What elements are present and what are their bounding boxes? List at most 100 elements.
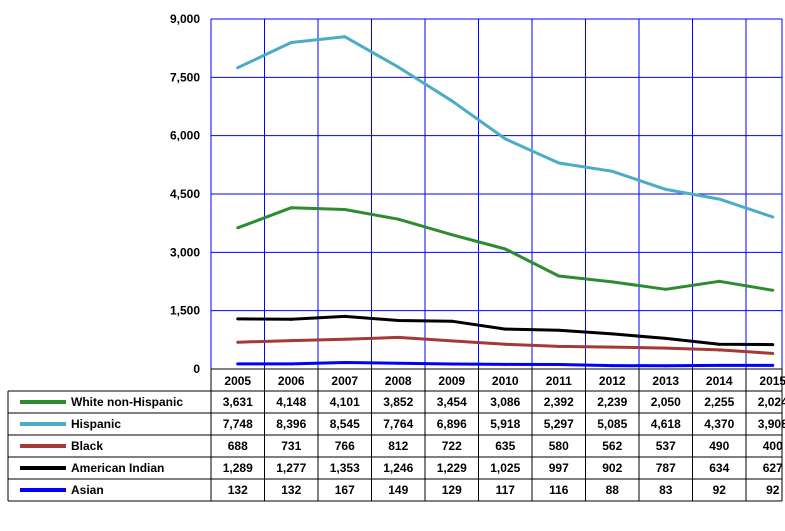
data-label: 92 [713, 483, 727, 497]
data-point [450, 99, 454, 103]
data-label: 2,239 [597, 395, 627, 409]
data-point [396, 361, 400, 365]
x-tick-label: 2007 [331, 374, 358, 388]
data-label: 8,396 [276, 417, 306, 431]
data-point [771, 215, 775, 219]
data-label: 580 [549, 439, 569, 453]
data-label: 7,748 [223, 417, 253, 431]
data-point [236, 226, 240, 230]
data-point [343, 314, 347, 318]
data-point [557, 161, 561, 165]
data-label: 3,852 [383, 395, 413, 409]
data-label: 4,101 [330, 395, 360, 409]
data-point [717, 342, 721, 346]
data-label: 3,454 [437, 395, 467, 409]
data-point [557, 344, 561, 348]
data-label: 902 [602, 461, 622, 475]
data-point [450, 319, 454, 323]
data-point [717, 197, 721, 201]
data-point [503, 247, 507, 251]
data-point [503, 327, 507, 331]
data-label: 3,086 [490, 395, 520, 409]
data-label: 2,024 [758, 395, 785, 409]
data-point [450, 362, 454, 366]
data-point [664, 287, 668, 291]
data-label: 5,085 [597, 417, 627, 431]
data-point [450, 233, 454, 237]
data-point [664, 187, 668, 191]
data-point [771, 343, 775, 347]
data-label: 634 [709, 461, 729, 475]
data-point [610, 345, 614, 349]
legend-label: Asian [71, 483, 104, 497]
y-tick-label: 9,000 [170, 12, 200, 26]
data-label: 92 [766, 483, 780, 497]
data-point [664, 346, 668, 350]
data-label: 1,277 [276, 461, 306, 475]
data-label: 997 [549, 461, 569, 475]
data-point [610, 332, 614, 336]
data-label: 3,908 [758, 417, 785, 431]
data-point [557, 362, 561, 366]
data-point [343, 337, 347, 341]
data-point [664, 364, 668, 368]
y-tick-label: 1,500 [170, 304, 200, 318]
legend-label: Hispanic [71, 417, 121, 431]
legend-label: Black [71, 439, 103, 453]
data-point [236, 317, 240, 321]
data-label: 1,229 [437, 461, 467, 475]
data-label: 400 [763, 439, 783, 453]
data-label: 129 [442, 483, 462, 497]
data-label: 149 [388, 483, 408, 497]
data-label: 1,353 [330, 461, 360, 475]
data-point [289, 40, 293, 44]
data-label: 635 [495, 439, 515, 453]
data-point [450, 339, 454, 343]
data-point [396, 319, 400, 323]
data-label: 8,545 [330, 417, 360, 431]
data-label: 117 [496, 483, 516, 497]
data-point [557, 274, 561, 278]
data-point [771, 363, 775, 367]
data-label: 3,631 [223, 395, 253, 409]
x-tick-label: 2014 [706, 374, 733, 388]
data-point [717, 348, 721, 352]
y-tick-label: 4,500 [170, 187, 200, 201]
x-tick-label: 2012 [599, 374, 626, 388]
data-point [396, 65, 400, 69]
data-label: 627 [763, 461, 783, 475]
data-point [771, 288, 775, 292]
data-label: 766 [335, 439, 355, 453]
data-label: 7,764 [383, 417, 413, 431]
data-point [717, 279, 721, 283]
data-label: 4,370 [704, 417, 734, 431]
data-point [236, 362, 240, 366]
data-label: 4,148 [276, 395, 306, 409]
data-point [503, 362, 507, 366]
data-point [771, 351, 775, 355]
data-label: 731 [281, 439, 301, 453]
data-point [236, 340, 240, 344]
x-tick-label: 2009 [438, 374, 465, 388]
data-point [557, 328, 561, 332]
data-label: 5,297 [544, 417, 574, 431]
data-point [503, 342, 507, 346]
data-point [289, 339, 293, 343]
data-label: 2,392 [544, 395, 574, 409]
data-point [610, 280, 614, 284]
y-tick-label: 0 [193, 362, 200, 376]
x-tick-label: 2010 [492, 374, 519, 388]
data-point [343, 35, 347, 39]
y-tick-label: 6,000 [170, 129, 200, 143]
y-tick-label: 3,000 [170, 245, 200, 259]
x-tick-label: 2005 [224, 374, 251, 388]
data-label: 132 [281, 483, 301, 497]
data-label: 116 [549, 483, 569, 497]
data-label: 2,255 [704, 395, 734, 409]
data-label: 132 [228, 483, 248, 497]
data-point [503, 137, 507, 141]
data-label: 6,896 [437, 417, 467, 431]
data-label: 1,025 [490, 461, 520, 475]
data-label: 1,246 [383, 461, 413, 475]
